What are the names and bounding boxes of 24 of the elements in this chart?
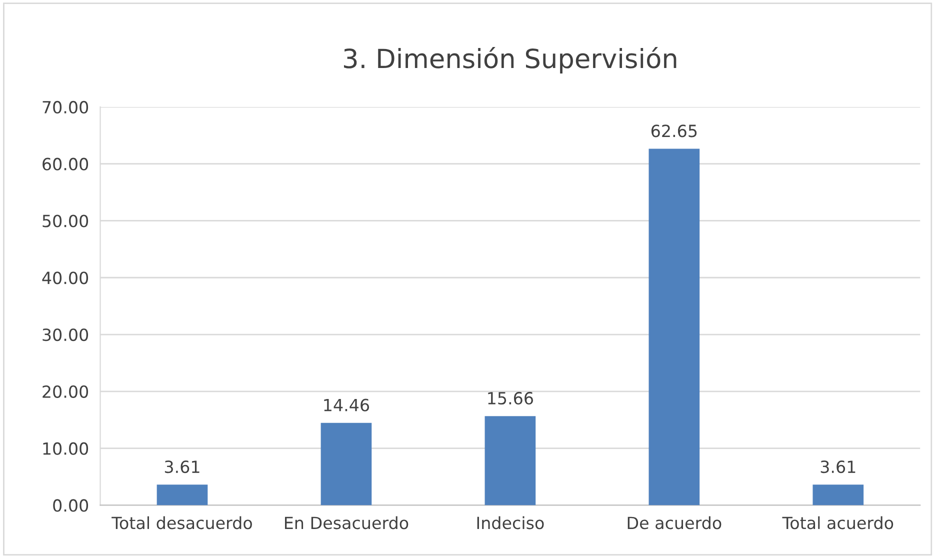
y-tick-label: 0.00: [53, 499, 88, 512]
data-label: 3.61: [164, 460, 200, 474]
bar: [320, 422, 372, 506]
y-tick-label: 70.00: [42, 100, 88, 114]
data-label: 15.66: [488, 392, 534, 405]
x-tick-label: De acuerdo: [628, 516, 722, 530]
x-tick-label: Total desacuerdo: [112, 516, 252, 530]
data-label: 14.46: [324, 398, 370, 412]
y-tick-label: 40.00: [42, 272, 88, 284]
x-tick-label: En Desacuerdo: [285, 516, 408, 530]
x-tick-label: Indeciso: [477, 516, 544, 530]
y-tick-label: 30.00: [42, 328, 88, 342]
bar: [812, 484, 864, 506]
y-tick-label: 20.00: [42, 385, 88, 398]
chart-title: 3. Dimensión Supervisión: [344, 46, 676, 74]
bar: [648, 148, 700, 506]
y-tick-label: 50.00: [42, 214, 88, 228]
y-tick-label: 60.00: [42, 158, 88, 170]
bar: [156, 484, 208, 506]
data-label: 3.61: [820, 460, 856, 474]
x-tick-label: Total acuerdo: [782, 516, 894, 530]
data-label: 62.65: [651, 124, 697, 138]
y-tick-label: 10.00: [43, 442, 88, 455]
bar: [484, 416, 536, 506]
